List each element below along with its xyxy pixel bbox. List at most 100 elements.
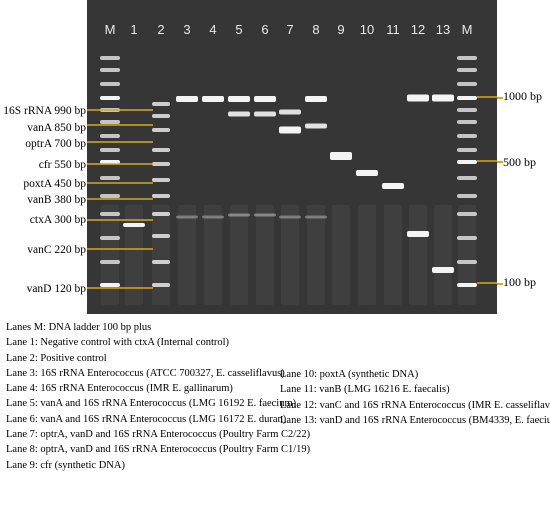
- lane-number: 11: [386, 22, 400, 37]
- legend-line: Lane 11: vanB (LMG 16216 E. faecalis): [280, 384, 450, 396]
- left-marker-vand: vanD 120 bp: [26, 283, 86, 295]
- lane-number: 3: [183, 22, 191, 37]
- lane-smear: [125, 205, 143, 305]
- gel-electrophoresis-image: [87, 0, 497, 314]
- ladder-band: [100, 283, 120, 287]
- ladder-band: [100, 96, 120, 100]
- figure-legend: Lanes M: DNA ladder 100 bp plus Lane 1: …: [0, 320, 550, 518]
- sample-band: [432, 94, 454, 102]
- sample-band: [305, 123, 327, 129]
- legend-left-column: Lanes M: DNA ladder 100 bp plus Lane 1: …: [6, 320, 310, 473]
- left-marker-ctxa: ctxA 300 bp: [29, 214, 86, 226]
- legend-line: Lane 1: Negative control with ctxA (Inte…: [6, 337, 230, 349]
- legend-line: Lane 13: vanD and 16S rRNA Enterococcus …: [280, 414, 550, 426]
- lane-smear: [152, 205, 170, 305]
- ladder-band: [457, 108, 477, 112]
- ladder-band: [457, 260, 477, 264]
- legend-right-column: Lane 10: poxtA (synthetic DNA) Lane 11: …: [280, 367, 550, 428]
- control-band: [152, 260, 170, 264]
- lane-number: 9: [337, 22, 345, 37]
- lane-number: 7: [286, 22, 294, 37]
- sample-band: [202, 96, 224, 102]
- sample-band: [432, 267, 454, 273]
- lane-smear: [384, 205, 402, 305]
- ladder-band: [100, 82, 120, 86]
- legend-line: Lane 9: cfr (synthetic DNA): [6, 459, 125, 471]
- sample-band: [356, 170, 378, 176]
- control-band: [152, 194, 170, 198]
- sample-band: [254, 111, 276, 117]
- left-marker-poxta: poxtA 450 bp: [23, 178, 86, 190]
- ladder-band: [100, 148, 120, 152]
- left-marker-vana: vanA 850 bp: [27, 122, 86, 134]
- ladder-band: [100, 134, 120, 138]
- ladder-band: [100, 120, 120, 124]
- lane-smear: [358, 205, 376, 305]
- ladder-band: [457, 82, 477, 86]
- right-marker-tick: [497, 283, 503, 285]
- control-band: [152, 148, 170, 152]
- control-band: [152, 162, 170, 166]
- sample-band: [176, 215, 198, 219]
- sample-band: [330, 152, 352, 160]
- ladder-band: [100, 194, 120, 198]
- control-band: [152, 178, 170, 182]
- legend-line: Lane 4: 16S rRNA Enterococcus (IMR E. ga…: [6, 383, 233, 395]
- ladder-band: [100, 236, 120, 240]
- legend-line: Lane 7: optrA, vanD and 16S rRNA Enteroc…: [6, 429, 311, 441]
- ladder-band: [457, 96, 477, 100]
- gel-bands-canvas: [87, 56, 497, 305]
- sample-band: [228, 213, 250, 217]
- sample-band: [279, 215, 301, 219]
- legend-line: Lane 8: optrA, vanD and 16S rRNA Enteroc…: [6, 444, 311, 456]
- sample-band: [176, 96, 198, 102]
- control-band: [152, 234, 170, 238]
- lane-smear: [101, 205, 119, 305]
- ladder-band: [100, 68, 120, 72]
- ladder-band: [457, 194, 477, 198]
- lane-smear: [434, 205, 452, 305]
- control-band: [152, 283, 170, 287]
- lane-number: M: [461, 22, 473, 37]
- lane-smear: [281, 205, 299, 305]
- lane-number: 1: [130, 22, 138, 37]
- left-marker-vanb: vanB 380 bp: [27, 194, 86, 206]
- left-marker-16s: 16S rRNA 990 bp: [3, 105, 86, 117]
- lane-smear: [409, 205, 427, 305]
- sample-band: [305, 96, 327, 102]
- lane-smear: [307, 205, 325, 305]
- ladder-band: [100, 176, 120, 180]
- sample-band: [254, 213, 276, 217]
- lane-smear: [458, 205, 476, 305]
- sample-band: [228, 96, 250, 102]
- legend-line: Lanes M: DNA ladder 100 bp plus: [6, 322, 152, 333]
- right-marker-1000bp: 1000 bp: [503, 89, 542, 103]
- lane-number: 5: [235, 22, 243, 37]
- ladder-band: [457, 212, 477, 216]
- sample-band: [228, 111, 250, 117]
- ladder-band: [457, 160, 477, 164]
- sample-band: [305, 215, 327, 219]
- sample-band: [407, 231, 429, 237]
- lane-smear: [332, 205, 350, 305]
- lane-number: 6: [261, 22, 269, 37]
- left-marker-cfr: cfr 550 bp: [38, 159, 86, 171]
- ladder-band: [457, 56, 477, 60]
- right-marker-tick: [497, 97, 503, 99]
- right-marker-500bp: 500 bp: [503, 155, 536, 169]
- ladder-band: [100, 56, 120, 60]
- legend-line: Lane 2: Positive control: [6, 352, 107, 364]
- ladder-band: [457, 134, 477, 138]
- lane-number: 13: [435, 22, 451, 37]
- lane-smear: [230, 205, 248, 305]
- sample-band: [407, 94, 429, 102]
- control-band: [152, 114, 170, 118]
- lane-number: 2: [157, 22, 165, 37]
- right-marker-tick: [497, 161, 503, 163]
- sample-band: [382, 183, 404, 189]
- sample-band: [202, 215, 224, 219]
- legend-line: Lane 6: vanA and 16S rRNA Enterococcus (…: [6, 413, 287, 425]
- sample-band: [254, 96, 276, 102]
- control-band: [152, 102, 170, 106]
- ladder-band: [100, 160, 120, 164]
